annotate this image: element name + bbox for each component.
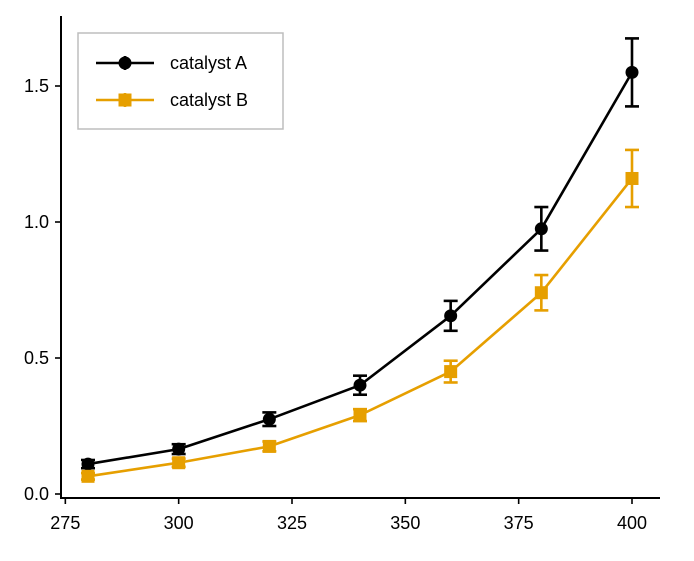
data-point bbox=[625, 65, 639, 79]
series-catalyst-a bbox=[81, 37, 639, 471]
x-tick-label: 350 bbox=[390, 513, 420, 533]
data-point bbox=[534, 222, 548, 236]
series-line bbox=[87, 177, 634, 478]
data-point bbox=[81, 469, 95, 483]
data-point bbox=[81, 457, 95, 471]
data-point bbox=[262, 412, 276, 426]
data-point bbox=[353, 408, 367, 422]
legend-entry: catalyst B bbox=[96, 90, 248, 110]
legend-label: catalyst B bbox=[170, 90, 248, 110]
legend-box bbox=[77, 32, 284, 130]
data-point bbox=[172, 442, 186, 456]
legend-label: catalyst A bbox=[170, 53, 247, 73]
y-tick-label: 0.5 bbox=[24, 348, 49, 368]
data-point bbox=[172, 456, 186, 470]
x-tick-label: 375 bbox=[504, 513, 534, 533]
plot-area bbox=[81, 37, 639, 483]
legend-marker bbox=[118, 56, 132, 70]
legend-marker bbox=[118, 93, 132, 107]
legend-entry: catalyst A bbox=[96, 53, 247, 73]
data-point bbox=[353, 378, 367, 392]
data-point bbox=[625, 171, 639, 185]
x-tick-label: 300 bbox=[164, 513, 194, 533]
series-line bbox=[87, 71, 634, 466]
series-catalyst-b bbox=[81, 148, 639, 483]
x-tick-label: 325 bbox=[277, 513, 307, 533]
x-tick-label: 275 bbox=[50, 513, 80, 533]
x-tick-label: 400 bbox=[617, 513, 647, 533]
data-point bbox=[444, 365, 458, 379]
data-point bbox=[262, 439, 276, 453]
data-point bbox=[444, 309, 458, 323]
legend: catalyst A catalyst B bbox=[77, 32, 284, 130]
axes: 275 300 325 350 375 400 0.0 0.5 1.0 1.5 bbox=[24, 16, 660, 533]
y-tick-label: 0.0 bbox=[24, 484, 49, 504]
y-tick-label: 1.0 bbox=[24, 212, 49, 232]
y-tick-label: 1.5 bbox=[24, 76, 49, 96]
data-point bbox=[534, 286, 548, 300]
